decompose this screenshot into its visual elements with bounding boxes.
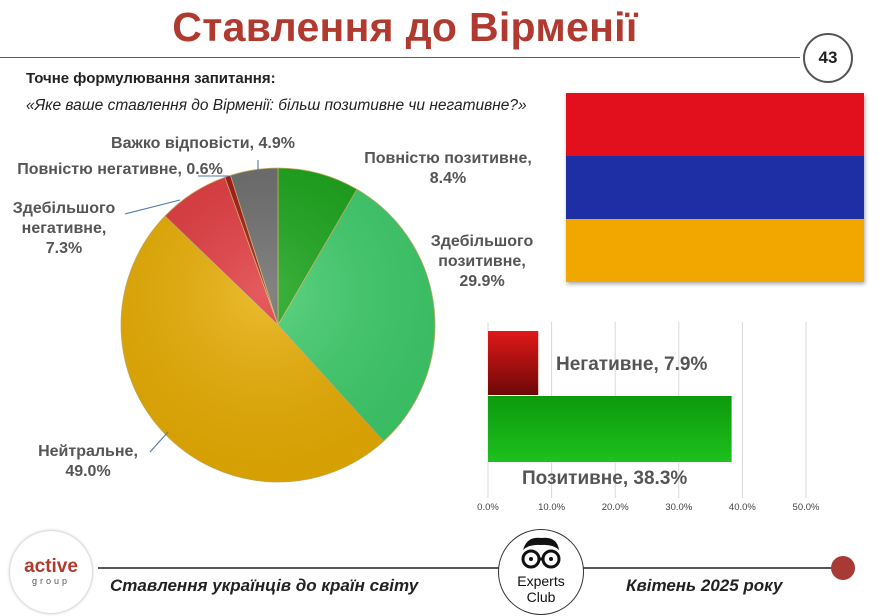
armenia-flag xyxy=(566,93,864,282)
bar-mark xyxy=(488,331,539,395)
page-number-badge: 43 xyxy=(803,33,853,83)
footer-dot xyxy=(831,556,855,580)
bar-x-tick-label: 0.0% xyxy=(477,502,499,513)
bar-data-label: Позитивне, 38.3% xyxy=(522,468,687,489)
active-group-logo: active group xyxy=(10,531,92,613)
title-divider xyxy=(0,57,800,58)
bar-mark xyxy=(488,396,732,462)
footer-date: Квітень 2025 року xyxy=(626,576,783,595)
logo-word-group: group xyxy=(31,576,71,586)
pie-slice-label: Здебільшого негативне, 7.3% xyxy=(13,200,116,257)
bar-x-tick-label: 40.0% xyxy=(729,502,756,513)
pie-slice-label: Повністю негативне, 0.6% xyxy=(17,161,223,178)
pie-shading xyxy=(121,168,435,482)
footer-survey-title: Ставлення українців до країн світу xyxy=(110,576,419,595)
flag-stripe-blue xyxy=(566,156,864,219)
bar-x-tick-label: 10.0% xyxy=(538,502,565,513)
pie-chart xyxy=(120,167,436,483)
pie-slice-label: Повністю позитивне, 8.4% xyxy=(364,150,532,187)
charts-canvas: Повністю позитивне, 8.4% Здебільшого позити… xyxy=(13,135,820,513)
bar-chart: 0.0% 10.0% 20.0% 30.0% 40.0% 50.0% Негативне, … xyxy=(477,322,820,513)
logo-word-club: Club xyxy=(526,589,556,605)
footer-divider xyxy=(98,567,833,569)
pie-slice-label: Нейтральне, 49.0% xyxy=(38,443,138,480)
page-title: Ставлення до Вірменії xyxy=(172,4,638,50)
question-label: Точне формулювання запитання: xyxy=(26,70,276,87)
glasses-icon xyxy=(521,537,561,569)
logo-word-experts: Experts xyxy=(517,573,565,589)
flag-stripe-red xyxy=(566,93,864,156)
pie-slice-label: Здебільшого позитивне, 29.9% xyxy=(431,233,534,290)
bar-x-tick-label: 20.0% xyxy=(602,502,629,513)
bar-x-tick-label: 50.0% xyxy=(793,502,820,513)
pie-leader-line xyxy=(149,431,169,453)
pie-slice-label: Важко відповісти, 4.9% xyxy=(111,135,295,152)
pie-labels: Повністю позитивне, 8.4% Здебільшого позити… xyxy=(13,135,534,480)
question-text: «Яке ваше ставлення до Вірменії: більш п… xyxy=(26,97,527,114)
bar-data-label: Негативне, 7.9% xyxy=(556,354,707,375)
flag-stripe-orange xyxy=(566,219,864,282)
pie-leader-line xyxy=(124,199,181,215)
logo-word-active: active xyxy=(24,556,78,577)
bar-x-tick-label: 30.0% xyxy=(665,502,692,513)
experts-club-logo: Experts Club xyxy=(498,529,584,615)
